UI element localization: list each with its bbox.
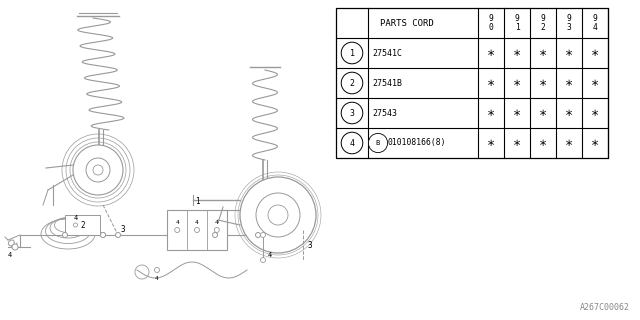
Text: ∗: ∗ (591, 76, 599, 90)
Circle shape (154, 268, 159, 273)
Text: 4: 4 (175, 220, 179, 225)
Text: ∗: ∗ (487, 46, 495, 60)
Text: 4: 4 (74, 215, 77, 221)
Text: ∗: ∗ (591, 106, 599, 120)
Circle shape (74, 223, 77, 227)
Text: 1: 1 (195, 197, 199, 206)
Text: ∗: ∗ (513, 46, 521, 60)
Text: 27541C: 27541C (372, 49, 402, 58)
Text: ∗: ∗ (539, 46, 547, 60)
Circle shape (175, 228, 180, 233)
Text: ∗: ∗ (487, 106, 495, 120)
Text: ∗: ∗ (513, 76, 521, 90)
Text: ∗: ∗ (513, 106, 521, 120)
Text: B: B (376, 140, 380, 146)
Text: 4: 4 (215, 220, 219, 225)
Text: 4: 4 (8, 252, 12, 258)
Text: 3: 3 (308, 241, 312, 250)
Text: ∗: ∗ (539, 136, 547, 150)
Text: ∗: ∗ (565, 106, 573, 120)
Text: 4: 4 (268, 252, 272, 258)
Text: ∗: ∗ (513, 136, 521, 150)
Text: ∗: ∗ (539, 76, 547, 90)
Circle shape (100, 233, 106, 237)
Text: 2: 2 (349, 78, 355, 87)
Text: ∗: ∗ (565, 46, 573, 60)
Circle shape (93, 165, 103, 175)
Text: ∗: ∗ (591, 136, 599, 150)
Circle shape (369, 133, 388, 153)
Text: PARTS CORD: PARTS CORD (380, 19, 434, 28)
Text: 27543: 27543 (372, 108, 397, 117)
Circle shape (255, 233, 260, 237)
Text: 3: 3 (121, 226, 125, 235)
Text: 9
1: 9 1 (515, 14, 520, 32)
Bar (167, 210, 227, 250)
Circle shape (100, 233, 106, 237)
Text: 4: 4 (155, 276, 159, 281)
Text: 9
0: 9 0 (488, 14, 493, 32)
Text: ∗: ∗ (539, 106, 547, 120)
Text: 010108166(8): 010108166(8) (388, 139, 447, 148)
Circle shape (73, 145, 123, 195)
Text: ∗: ∗ (487, 136, 495, 150)
Text: 1: 1 (349, 49, 355, 58)
Circle shape (86, 158, 110, 182)
Text: 9
4: 9 4 (593, 14, 597, 32)
Circle shape (12, 244, 18, 250)
Circle shape (212, 233, 218, 237)
Circle shape (260, 258, 266, 262)
Circle shape (256, 193, 300, 237)
Circle shape (195, 228, 200, 233)
Text: 4: 4 (349, 139, 355, 148)
Text: 4: 4 (195, 220, 199, 225)
Text: 9
3: 9 3 (566, 14, 572, 32)
Circle shape (341, 42, 363, 64)
Bar (65, 215, 100, 235)
Circle shape (63, 233, 67, 237)
Text: 9
2: 9 2 (541, 14, 545, 32)
Circle shape (115, 233, 120, 237)
Text: A267C00062: A267C00062 (580, 303, 630, 312)
Text: ∗: ∗ (565, 136, 573, 150)
Text: ∗: ∗ (591, 46, 599, 60)
Circle shape (268, 205, 288, 225)
Text: ∗: ∗ (487, 76, 495, 90)
Text: 2: 2 (80, 220, 85, 229)
Circle shape (341, 72, 363, 94)
Text: ∗: ∗ (565, 76, 573, 90)
Circle shape (240, 177, 316, 253)
Bar (336, 8, 608, 158)
Circle shape (341, 132, 363, 154)
Text: 3: 3 (349, 108, 355, 117)
Text: 27541B: 27541B (372, 78, 402, 87)
Circle shape (214, 228, 220, 233)
Circle shape (260, 233, 266, 237)
Circle shape (341, 102, 363, 124)
